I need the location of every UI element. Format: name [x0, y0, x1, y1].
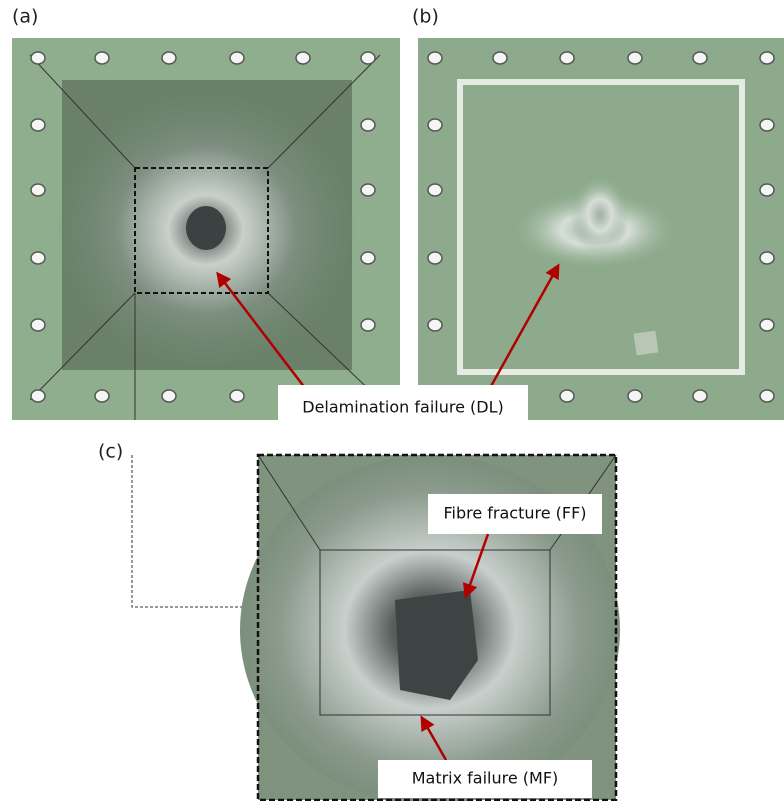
bolt-hole [162, 390, 176, 402]
annotation: Fibre fracture (FF) [443, 504, 586, 523]
bolt-hole [95, 52, 109, 64]
panel-label: (a) [12, 6, 38, 28]
bolt-hole [560, 390, 574, 402]
bolt-hole [760, 390, 774, 402]
bolt-hole [361, 119, 375, 131]
bolt-hole [31, 390, 45, 402]
bolt-hole [693, 390, 707, 402]
bolt-hole [560, 52, 574, 64]
bolt-hole [428, 319, 442, 331]
bolt-hole [162, 52, 176, 64]
bolt-hole [760, 252, 774, 264]
bolt-hole [95, 390, 109, 402]
bolt-hole [230, 52, 244, 64]
annotation: Delamination failure (DL) [302, 398, 503, 417]
bolt-hole [628, 390, 642, 402]
bolt-hole [693, 52, 707, 64]
bolt-hole [31, 252, 45, 264]
connector [132, 455, 258, 607]
bolt-hole [760, 319, 774, 331]
bolt-hole [628, 52, 642, 64]
bolt-hole [760, 119, 774, 131]
bolt-hole [361, 319, 375, 331]
bolt-hole [296, 52, 310, 64]
figure: (a) (b) (c) [0, 0, 784, 801]
panel-label: (c) [98, 441, 123, 463]
bolt-hole [760, 184, 774, 196]
photo-a [12, 38, 400, 420]
bolt-hole [361, 184, 375, 196]
bolt-hole [428, 184, 442, 196]
bolt-hole [361, 52, 375, 64]
photo-b [418, 38, 784, 420]
bolt-hole [230, 390, 244, 402]
bolt-hole [31, 184, 45, 196]
bolt-hole [428, 52, 442, 64]
bolt-hole [361, 252, 375, 264]
bolt-hole [31, 119, 45, 131]
annotation: Matrix failure (MF) [412, 769, 559, 788]
bolt-hole [760, 52, 774, 64]
bolt-hole [31, 52, 45, 64]
bolt-hole [31, 319, 45, 331]
bolt-hole [428, 252, 442, 264]
bolt-hole [428, 119, 442, 131]
bolt-hole [493, 52, 507, 64]
panel-label: (b) [412, 6, 439, 28]
